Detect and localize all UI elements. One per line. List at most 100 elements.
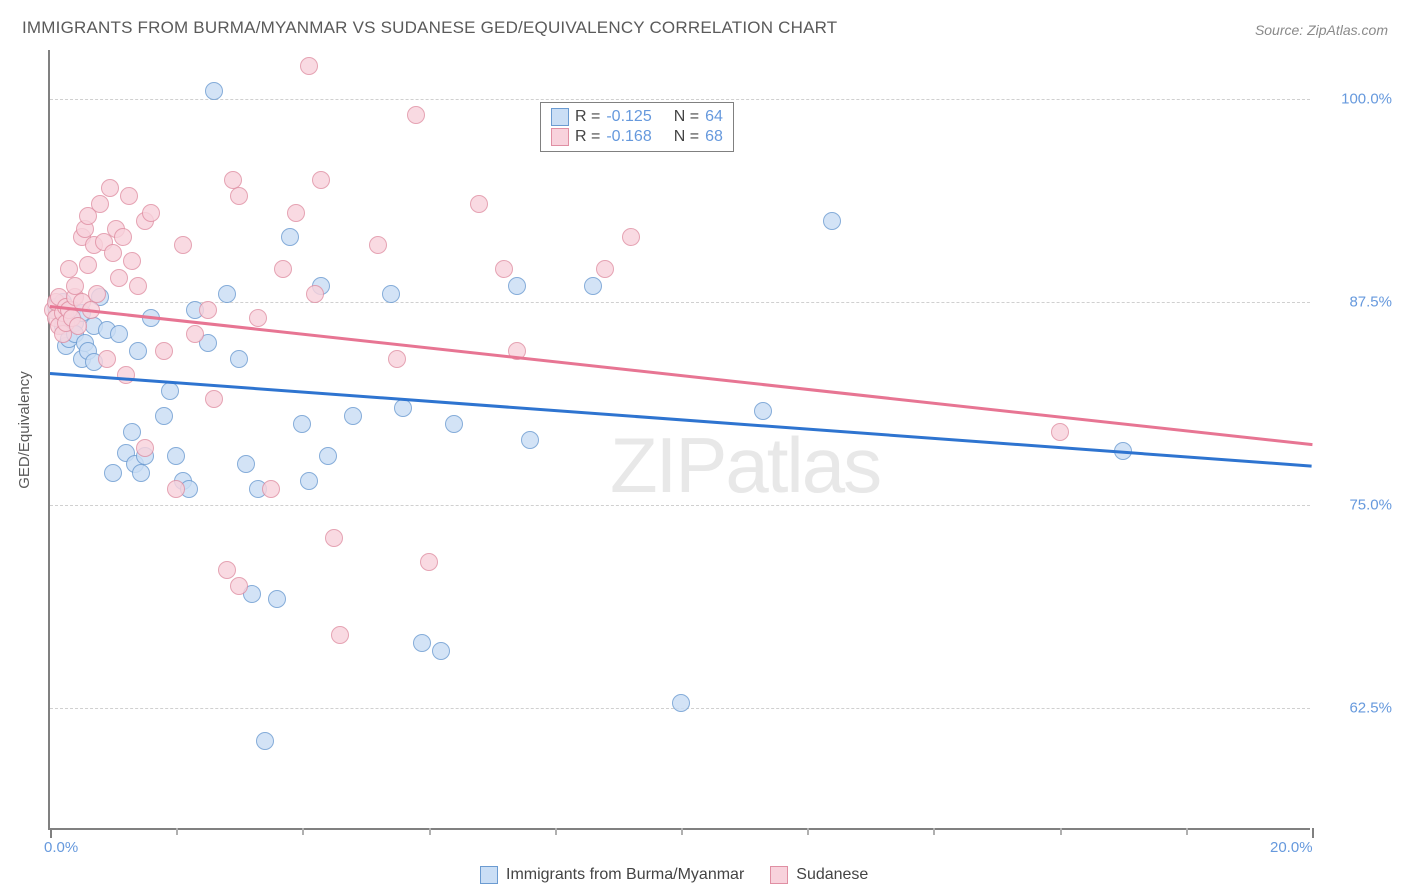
y-tick-label: 100.0%	[1341, 90, 1392, 107]
scatter-point-sudanese	[79, 256, 97, 274]
scatter-point-sudanese	[120, 187, 138, 205]
legend-swatch	[551, 128, 569, 146]
scatter-point-sudanese	[101, 179, 119, 197]
scatter-point-sudanese	[98, 350, 116, 368]
scatter-point-sudanese	[136, 439, 154, 457]
scatter-point-burma	[167, 447, 185, 465]
watermark: ZIPatlas	[610, 420, 880, 511]
x-tick-minor	[681, 828, 683, 835]
x-tick-minor	[555, 828, 557, 835]
scatter-point-burma	[754, 402, 772, 420]
chart-title: IMMIGRANTS FROM BURMA/MYANMAR VS SUDANES…	[22, 18, 837, 38]
x-tick-minor	[429, 828, 431, 835]
plot-area: ZIPatlas R =-0.125N =64R =-0.168N =68 62…	[48, 50, 1310, 830]
scatter-point-sudanese	[69, 317, 87, 335]
trend-line-sudanese	[50, 305, 1312, 446]
scatter-point-sudanese	[114, 228, 132, 246]
scatter-point-burma	[110, 325, 128, 343]
y-tick-label: 62.5%	[1349, 700, 1392, 717]
series-legend-item: Sudanese	[770, 866, 868, 884]
scatter-point-sudanese	[325, 529, 343, 547]
scatter-point-burma	[300, 472, 318, 490]
gridline	[50, 302, 1310, 303]
gridline	[50, 505, 1310, 506]
r-value: -0.168	[606, 128, 651, 146]
legend-swatch	[480, 866, 498, 884]
scatter-point-sudanese	[88, 285, 106, 303]
n-value: 68	[705, 128, 723, 146]
scatter-point-sudanese	[312, 171, 330, 189]
scatter-point-burma	[508, 277, 526, 295]
scatter-point-sudanese	[596, 260, 614, 278]
series-legend-label: Sudanese	[796, 866, 868, 884]
r-label: R =	[575, 108, 600, 126]
scatter-point-sudanese	[142, 204, 160, 222]
x-tick-minor	[933, 828, 935, 835]
scatter-point-burma	[394, 399, 412, 417]
source-attribution: Source: ZipAtlas.com	[1255, 22, 1388, 38]
scatter-point-burma	[218, 285, 236, 303]
scatter-point-sudanese	[205, 390, 223, 408]
scatter-point-burma	[155, 407, 173, 425]
scatter-point-sudanese	[249, 309, 267, 327]
series-legend: Immigrants from Burma/Myanmar Sudanese	[480, 866, 868, 884]
scatter-point-sudanese	[420, 553, 438, 571]
watermark-zip: ZIP	[610, 421, 725, 509]
scatter-point-sudanese	[123, 252, 141, 270]
scatter-point-sudanese	[407, 106, 425, 124]
scatter-point-sudanese	[199, 301, 217, 319]
correlation-legend-row: R =-0.125N =64	[551, 107, 723, 127]
scatter-point-burma	[823, 212, 841, 230]
r-label: R =	[575, 128, 600, 146]
scatter-point-sudanese	[274, 260, 292, 278]
scatter-point-burma	[432, 642, 450, 660]
x-tick-major	[50, 828, 52, 838]
scatter-point-sudanese	[300, 57, 318, 75]
x-tick-major	[1312, 828, 1314, 838]
scatter-point-burma	[319, 447, 337, 465]
scatter-point-burma	[104, 464, 122, 482]
scatter-point-burma	[123, 423, 141, 441]
scatter-point-burma	[256, 732, 274, 750]
scatter-point-sudanese	[262, 480, 280, 498]
scatter-point-sudanese	[104, 244, 122, 262]
scatter-point-burma	[268, 590, 286, 608]
scatter-point-sudanese	[470, 195, 488, 213]
scatter-point-burma	[230, 350, 248, 368]
scatter-point-burma	[521, 431, 539, 449]
trend-line-burma	[50, 372, 1312, 467]
scatter-point-sudanese	[495, 260, 513, 278]
n-label: N =	[674, 128, 699, 146]
scatter-point-sudanese	[369, 236, 387, 254]
legend-swatch	[551, 108, 569, 126]
legend-swatch	[770, 866, 788, 884]
scatter-point-burma	[281, 228, 299, 246]
n-value: 64	[705, 108, 723, 126]
scatter-point-sudanese	[1051, 423, 1069, 441]
scatter-point-sudanese	[306, 285, 324, 303]
y-axis-label: GED/Equivalency	[16, 371, 33, 489]
x-tick-label: 0.0%	[44, 839, 78, 856]
scatter-point-burma	[413, 634, 431, 652]
scatter-point-burma	[205, 82, 223, 100]
x-tick-minor	[1186, 828, 1188, 835]
scatter-point-burma	[161, 382, 179, 400]
scatter-point-sudanese	[622, 228, 640, 246]
correlation-legend-row: R = -0.168 N = 68	[551, 127, 723, 147]
gridline	[50, 99, 1310, 100]
scatter-point-sudanese	[230, 187, 248, 205]
scatter-point-burma	[672, 694, 690, 712]
scatter-point-sudanese	[287, 204, 305, 222]
series-legend-label: Immigrants from Burma/Myanmar	[506, 866, 744, 884]
scatter-point-burma	[132, 464, 150, 482]
scatter-point-sudanese	[388, 350, 406, 368]
scatter-point-sudanese	[110, 269, 128, 287]
scatter-point-burma	[344, 407, 362, 425]
scatter-point-sudanese	[129, 277, 147, 295]
scatter-point-burma	[129, 342, 147, 360]
scatter-point-sudanese	[155, 342, 173, 360]
n-label: N =	[674, 108, 699, 126]
x-tick-label: 20.0%	[1270, 839, 1313, 856]
y-tick-label: 75.0%	[1349, 497, 1392, 514]
scatter-point-burma	[293, 415, 311, 433]
